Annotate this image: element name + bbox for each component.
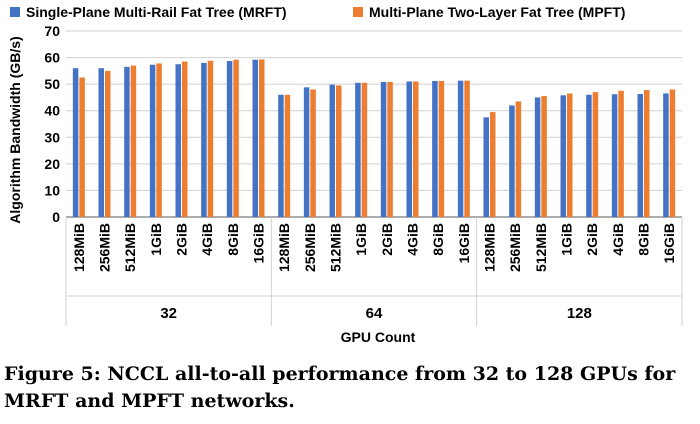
- bar-mpft: [541, 96, 547, 217]
- group-label: 32: [160, 305, 177, 322]
- x-axis: 128MiB 256MiB 512MiB 1GiB 2GiB 4GiB 8GiB 16GiB 3…: [65, 217, 683, 326]
- y-tick-label: 40: [44, 103, 60, 119]
- bar-mrft: [457, 80, 464, 217]
- x-tick-label: 2GiB: [584, 223, 600, 256]
- bar-mrft: [226, 61, 233, 218]
- x-tick-label: 8GiB: [430, 223, 446, 256]
- bar-mrft: [149, 64, 156, 217]
- bar-mrft: [175, 64, 181, 217]
- bar-mpft: [130, 65, 137, 218]
- bar-mpft: [207, 60, 214, 218]
- x-tick-label: 256MiB: [97, 223, 113, 272]
- legend-swatch-mrft: [10, 7, 20, 17]
- x-tick-label: 4GiB: [199, 223, 215, 256]
- x-tick-label: 4GiB: [610, 223, 626, 256]
- bar-mpft: [182, 61, 188, 217]
- x-tick-label: 16GiB: [456, 223, 472, 263]
- x-tick-label: 128MiB: [71, 223, 87, 272]
- x-tick-label: 256MiB: [302, 223, 318, 272]
- legend-label-mrft: Single-Plane Multi-Rail Fat Tree (MRFT): [26, 4, 287, 20]
- bar-mrft: [329, 84, 335, 217]
- bar-mpft: [233, 59, 239, 217]
- legend: Single-Plane Multi-Rail Fat Tree (MRFT) …: [10, 4, 625, 20]
- x-tick-label: 512MiB: [122, 223, 138, 272]
- bar-mrft: [586, 94, 592, 217]
- bar-mrft: [483, 117, 489, 217]
- x-tick-label: 128MiB: [276, 223, 292, 272]
- bar-mrft: [432, 80, 438, 217]
- bar-mrft: [380, 82, 387, 217]
- bar-mrft: [663, 93, 669, 217]
- x-tick-label: 1GiB: [353, 223, 369, 256]
- figure-caption: Figure 5: NCCL all-to-all performance fr…: [4, 363, 676, 412]
- bar-mrft: [560, 95, 566, 217]
- x-tick-label: 8GiB: [636, 223, 652, 256]
- gridlines: [66, 30, 682, 218]
- bar-chart: 0 10 20 30 40 50 60 70 128MiB 256MiB 512MiB 1GiB 2G…: [7, 4, 683, 345]
- bar-mpft: [567, 93, 573, 217]
- bar-mrft: [534, 97, 541, 217]
- bar-mpft: [464, 80, 470, 217]
- bar-mrft: [637, 93, 643, 217]
- bar-mpft: [105, 70, 111, 217]
- x-tick-label: 4GiB: [405, 223, 421, 256]
- bar-mrft: [355, 82, 361, 217]
- x-tick-label: 16GiB: [661, 223, 677, 263]
- bar-mpft: [490, 112, 496, 217]
- bar-mpft: [79, 77, 85, 217]
- bar-mrft: [98, 68, 104, 217]
- bar-mpft: [515, 101, 522, 217]
- y-axis-label: Algorithm Bandwidth (GB/s): [7, 36, 23, 223]
- x-tick-label: 512MiB: [533, 223, 549, 272]
- bar-mpft: [413, 81, 419, 217]
- bar-mrft: [201, 62, 207, 218]
- bar-mrft: [303, 87, 310, 218]
- bars: [72, 59, 676, 218]
- bar-mrft: [124, 66, 130, 217]
- bar-mpft: [310, 89, 316, 217]
- bar-mpft: [156, 63, 162, 217]
- legend-swatch-mpft: [353, 7, 363, 17]
- bar-mrft: [72, 68, 79, 217]
- x-tick-label: 2GiB: [379, 223, 395, 256]
- bar-mpft: [387, 82, 393, 217]
- bar-mrft: [252, 59, 258, 217]
- x-tick-label: 1GiB: [559, 223, 575, 256]
- bar-mpft: [644, 89, 650, 217]
- y-axis-ticks: 0 10 20 30 40 50 60 70: [44, 23, 60, 225]
- x-axis-label: GPU Count: [341, 329, 416, 345]
- bar-mpft: [438, 80, 445, 217]
- y-tick-label: 20: [44, 156, 60, 172]
- x-tick-label: 1GiB: [148, 223, 164, 256]
- x-tick-label: 2GiB: [174, 223, 190, 256]
- bar-mrft: [509, 105, 515, 217]
- x-tick-label: 8GiB: [225, 223, 241, 256]
- bar-mpft: [259, 59, 265, 217]
- x-tick-label: 256MiB: [507, 223, 523, 272]
- bar-mpft: [336, 85, 342, 217]
- bar-mpft: [284, 94, 291, 217]
- y-tick-label: 70: [44, 23, 60, 39]
- y-tick-label: 30: [44, 129, 60, 145]
- bar-mpft: [618, 90, 624, 217]
- y-tick-label: 60: [44, 50, 60, 66]
- bar-mpft: [669, 89, 676, 217]
- y-tick-label: 10: [44, 182, 60, 198]
- legend-label-mpft: Multi-Plane Two-Layer Fat Tree (MPFT): [369, 4, 625, 20]
- bar-mrft: [278, 94, 284, 217]
- x-tick-label: 16GiB: [251, 223, 267, 263]
- bar-mpft: [361, 82, 368, 217]
- bar-mrft: [406, 81, 412, 217]
- x-tick-label: 128MiB: [482, 223, 498, 272]
- y-tick-label: 0: [52, 209, 60, 225]
- bar-mpft: [592, 92, 599, 217]
- group-label: 128: [567, 305, 592, 322]
- y-tick-label: 50: [44, 76, 60, 92]
- group-label: 64: [366, 305, 383, 322]
- x-tick-label: 512MiB: [328, 223, 344, 272]
- bar-mrft: [611, 94, 618, 217]
